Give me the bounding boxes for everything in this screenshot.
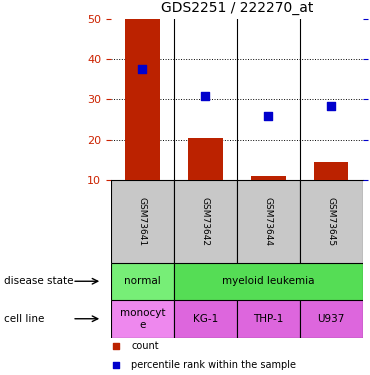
Text: myeloid leukemia: myeloid leukemia bbox=[222, 276, 314, 286]
Point bbox=[328, 103, 334, 109]
Text: KG-1: KG-1 bbox=[193, 314, 218, 324]
Bar bbox=[188, 138, 223, 180]
Point bbox=[265, 112, 271, 118]
Text: GSM73645: GSM73645 bbox=[327, 196, 336, 246]
Bar bbox=[125, 19, 160, 180]
Text: GSM73642: GSM73642 bbox=[201, 197, 210, 246]
Text: GSM73641: GSM73641 bbox=[138, 196, 147, 246]
Text: GSM73644: GSM73644 bbox=[264, 197, 273, 246]
Title: GDS2251 / 222270_at: GDS2251 / 222270_at bbox=[161, 1, 313, 15]
Text: cell line: cell line bbox=[4, 314, 44, 324]
Bar bbox=[314, 162, 349, 180]
Bar bbox=[174, 300, 237, 338]
Bar bbox=[174, 262, 363, 300]
Point bbox=[113, 362, 119, 368]
Point bbox=[139, 66, 145, 72]
Bar bbox=[237, 180, 300, 262]
Text: U937: U937 bbox=[317, 314, 345, 324]
Point bbox=[113, 343, 119, 349]
Bar bbox=[111, 300, 174, 338]
Text: count: count bbox=[131, 341, 159, 351]
Bar bbox=[111, 262, 174, 300]
Bar bbox=[300, 300, 363, 338]
Point bbox=[202, 93, 208, 99]
Text: monocyt
e: monocyt e bbox=[120, 308, 165, 330]
Bar bbox=[174, 180, 237, 262]
Text: percentile rank within the sample: percentile rank within the sample bbox=[131, 360, 296, 369]
Text: normal: normal bbox=[124, 276, 161, 286]
Bar bbox=[111, 180, 174, 262]
Bar bbox=[237, 300, 300, 338]
Text: disease state: disease state bbox=[4, 276, 73, 286]
Text: THP-1: THP-1 bbox=[253, 314, 283, 324]
Bar bbox=[300, 180, 363, 262]
Bar bbox=[251, 176, 286, 180]
